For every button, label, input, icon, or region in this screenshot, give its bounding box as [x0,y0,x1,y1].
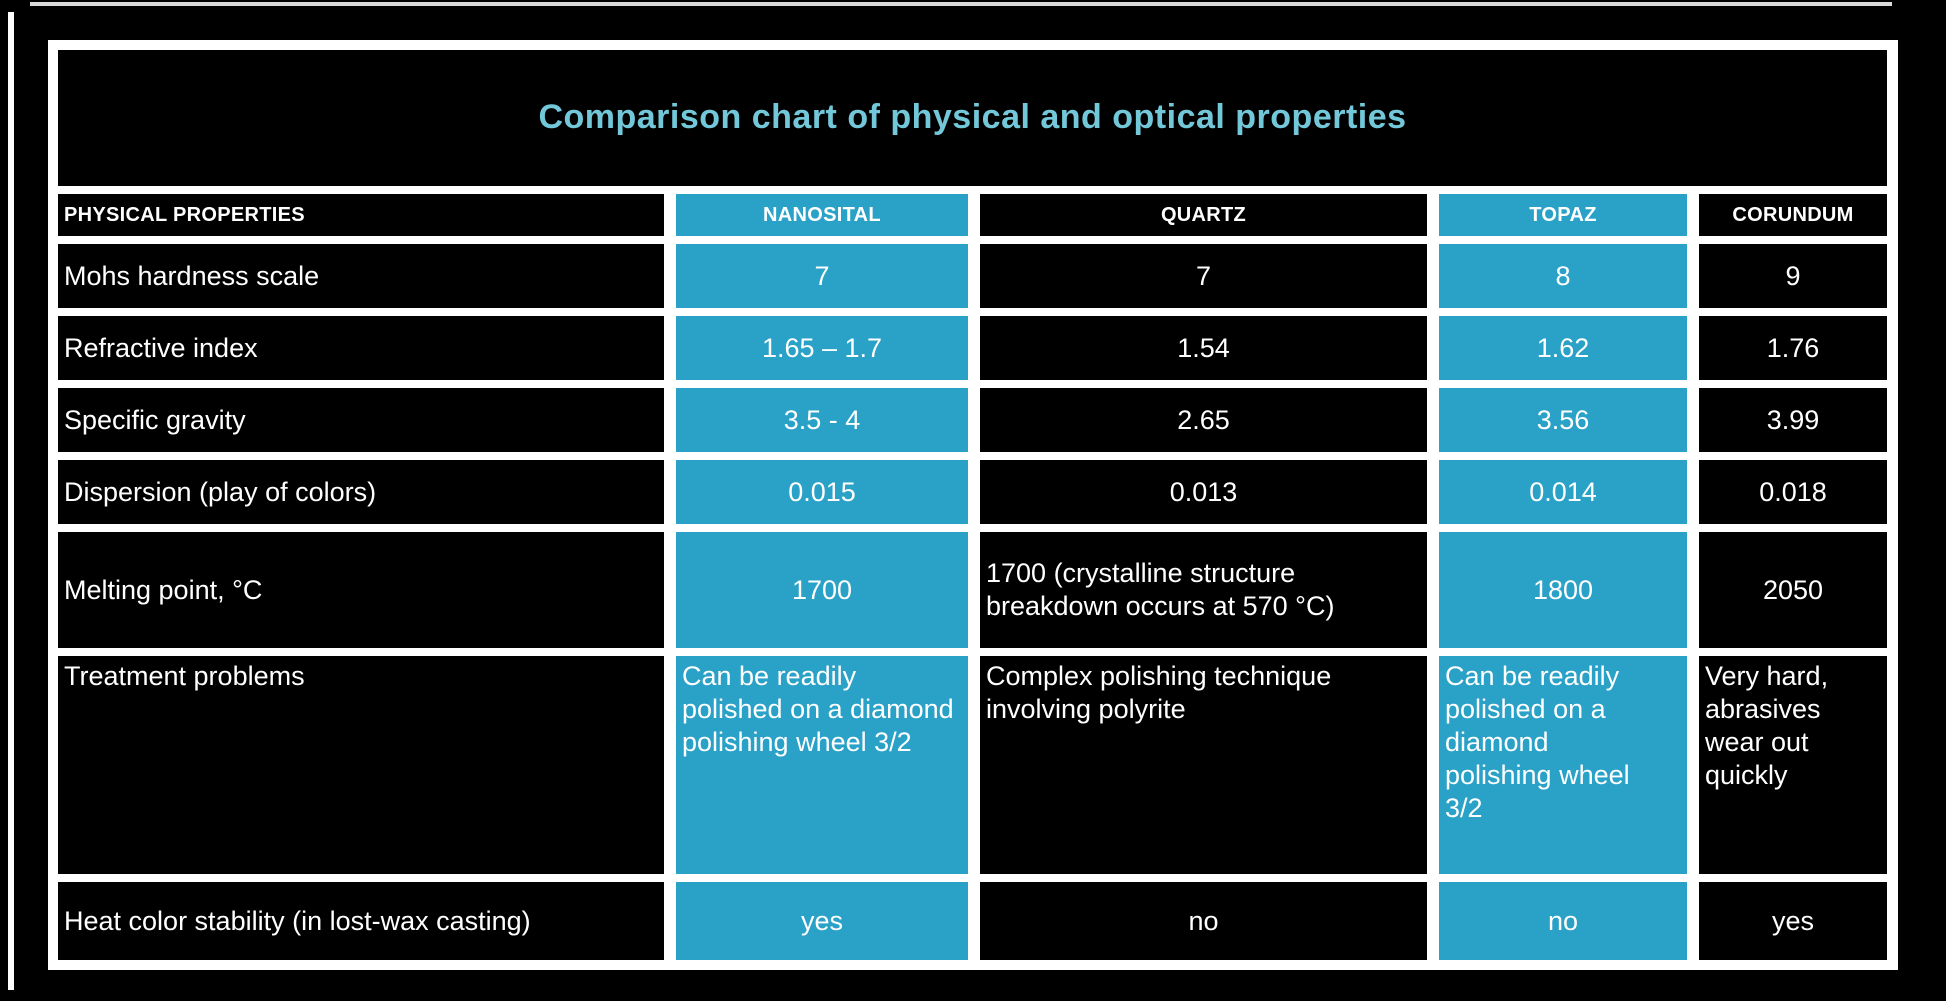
refractive-index-label: Refractive index [58,316,664,380]
treatment-problems-nanosital-value: Can be readily polished on a diamond pol… [676,656,968,874]
dispersion-nanosital-value: 0.015 [676,460,968,524]
refractive-index-corundum-value: 1.76 [1699,316,1887,380]
specific-gravity-quartz-value: 2.65 [980,388,1427,452]
heat-stability-topaz-value: no [1439,882,1687,960]
mohs-topaz-value: 8 [1439,244,1687,308]
heat-stability-corundum-value: yes [1699,882,1887,960]
melting-point-label: Melting point, °C [58,532,664,648]
column-header-quartz: QUARTZ [980,194,1427,236]
refractive-index-topaz-value: 1.62 [1439,316,1687,380]
title-banner: Comparison chart of physical and optical… [58,50,1887,186]
treatment-problems-label: Treatment problems [58,656,664,874]
comparison-table: Comparison chart of physical and optical… [58,50,1888,960]
comparison-table-frame: Comparison chart of physical and optical… [48,40,1898,970]
column-header-topaz: TOPAZ [1439,194,1687,236]
melting-point-topaz-value: 1800 [1439,532,1687,648]
dispersion-corundum-value: 0.018 [1699,460,1887,524]
mohs-quartz-value: 7 [980,244,1427,308]
melting-point-corundum-value: 2050 [1699,532,1887,648]
dispersion-quartz-value: 0.013 [980,460,1427,524]
heat-stability-nanosital-value: yes [676,882,968,960]
mohs-corundum-value: 9 [1699,244,1887,308]
refractive-index-quartz-value: 1.54 [980,316,1427,380]
dispersion-topaz-value: 0.014 [1439,460,1687,524]
column-header-corundum: CORUNDUM [1699,194,1887,236]
specific-gravity-corundum-value: 3.99 [1699,388,1887,452]
specific-gravity-topaz-value: 3.56 [1439,388,1687,452]
mohs-nanosital-value: 7 [676,244,968,308]
left-edge-hairline [8,12,14,990]
heat-stability-quartz-value: no [980,882,1427,960]
melting-point-quartz-value: 1700 (crystalline structure breakdown oc… [980,532,1427,648]
treatment-problems-topaz-value: Can be readily polished on a diamond pol… [1439,656,1687,874]
specific-gravity-label: Specific gravity [58,388,664,452]
column-header-physical-properties: PHYSICAL PROPERTIES [58,194,664,236]
top-edge-hairline [30,2,1892,6]
column-header-nanosital: NANOSITAL [676,194,968,236]
heat-stability-label: Heat color stability (in lost-wax castin… [58,882,664,960]
treatment-problems-corundum-value: Very hard, abrasives wear out quickly [1699,656,1887,874]
mohs-label: Mohs hardness scale [58,244,664,308]
specific-gravity-nanosital-value: 3.5 - 4 [676,388,968,452]
dispersion-label: Dispersion (play of colors) [58,460,664,524]
refractive-index-nanosital-value: 1.65 – 1.7 [676,316,968,380]
chart-title: Comparison chart of physical and optical… [538,98,1407,137]
melting-point-nanosital-value: 1700 [676,532,968,648]
treatment-problems-quartz-value: Complex polishing technique involving po… [980,656,1427,874]
